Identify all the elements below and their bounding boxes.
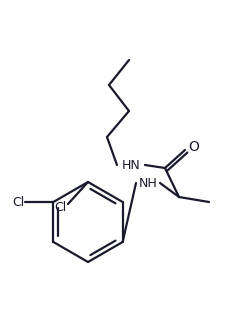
Text: O: O <box>188 140 199 154</box>
Text: HN: HN <box>122 158 140 172</box>
Text: Cl: Cl <box>12 195 24 209</box>
Text: NH: NH <box>139 176 157 190</box>
Text: Cl: Cl <box>55 201 67 213</box>
